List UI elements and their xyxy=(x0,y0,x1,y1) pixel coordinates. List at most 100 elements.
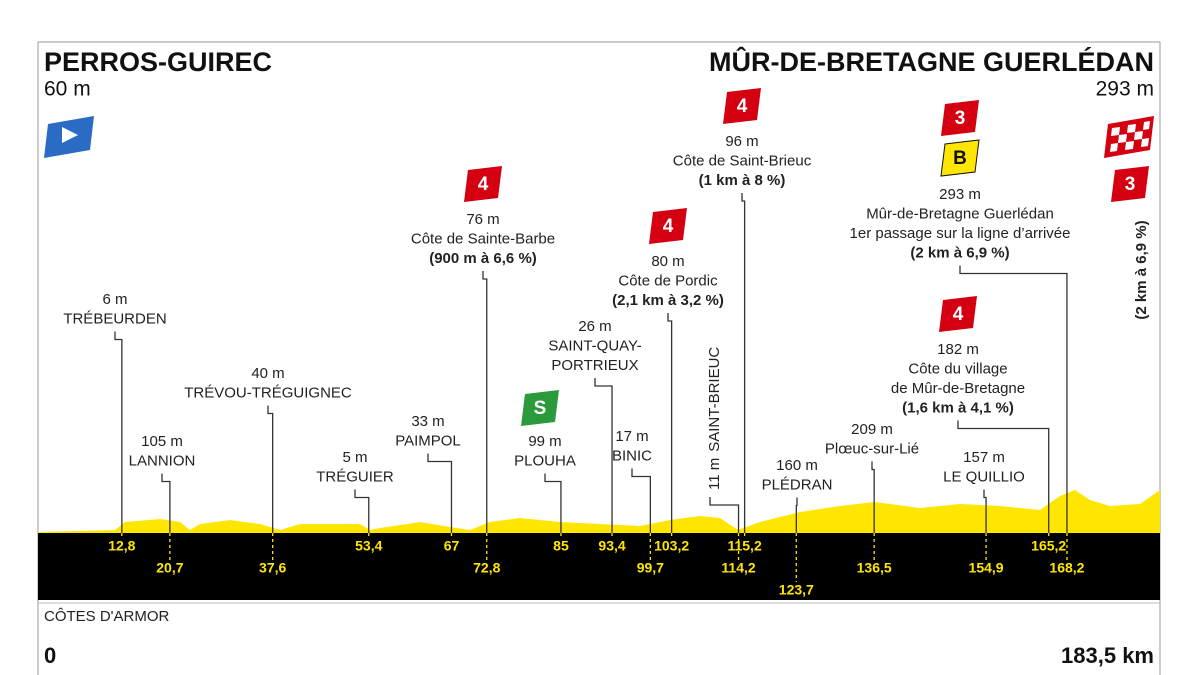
km-label: 165,2 xyxy=(1031,538,1066,554)
start-name: PERROS-GUIREC xyxy=(44,47,272,77)
place-label: 293 m xyxy=(939,186,981,203)
place-label: 40 m xyxy=(251,365,284,382)
leader-line xyxy=(795,497,798,533)
place-label: PAIMPOL xyxy=(395,432,461,449)
start-distance: 0 xyxy=(44,643,56,668)
place-label: PORTRIEUX xyxy=(551,357,638,374)
sprint-badge-shape xyxy=(521,390,559,426)
climb-category-shape xyxy=(464,166,502,202)
leader-line xyxy=(959,265,1068,533)
leader-line xyxy=(354,489,370,533)
bonus-badge-shape xyxy=(940,139,980,177)
climb-category-shape xyxy=(723,88,761,124)
finish-name: MÛR-DE-BRETAGNE GUERLÉDAN xyxy=(709,46,1154,77)
place-label: 160 m xyxy=(776,457,818,474)
start-arrow xyxy=(62,127,78,143)
place-label-vertical: 11 m SAINT-BRIEUC xyxy=(706,347,723,490)
leader-line xyxy=(114,331,123,533)
place-label: (2 km à 6,9 %) xyxy=(910,244,1009,261)
place-label: Côte de Saint-Brieuc xyxy=(673,152,812,169)
place-label: Côte de Pordic xyxy=(618,272,718,289)
leader-line xyxy=(267,405,274,533)
elevation-profile xyxy=(38,490,1160,534)
leader-line xyxy=(427,453,453,533)
finish-category: 3 xyxy=(1125,174,1136,195)
place-label: (2,1 km à 3,2 %) xyxy=(612,292,724,309)
km-label: 103,2 xyxy=(654,538,689,554)
place-label: de Mûr-de-Bretagne xyxy=(891,380,1025,397)
place-label: 209 m xyxy=(851,421,893,438)
climb-category: 3 xyxy=(955,108,966,129)
place-label: (1,6 km à 4,1 %) xyxy=(902,399,1014,416)
place-label: SAINT-QUAY- xyxy=(548,337,641,354)
place-label: 33 m xyxy=(411,413,444,430)
finish-gradient: (2 km à 6,9 %) xyxy=(1133,220,1150,319)
place-label: 182 m xyxy=(937,341,979,358)
climb-category-shape xyxy=(649,208,687,244)
place-label: LE QUILLIO xyxy=(943,468,1025,485)
leader-line xyxy=(741,193,746,533)
leader-line xyxy=(631,468,651,533)
place-label: Côte du village xyxy=(908,360,1007,377)
km-label: 67 xyxy=(444,538,460,554)
climb-category: 4 xyxy=(478,174,489,195)
place-label: 6 m xyxy=(102,291,127,308)
place-label: BINIC xyxy=(612,447,652,464)
place-label: Plœuc-sur-Lié xyxy=(825,440,919,457)
finish-flag xyxy=(1104,116,1154,158)
leader-line xyxy=(957,420,1050,533)
climb-category-shape xyxy=(941,100,979,136)
place-label: PLOUHA xyxy=(514,452,576,469)
km-label: 12,8 xyxy=(108,538,135,554)
leader-line xyxy=(983,489,987,533)
place-label: LANNION xyxy=(129,452,196,469)
finish-category-shape xyxy=(1111,166,1149,202)
place-label: 5 m xyxy=(342,449,367,466)
place-label: 80 m xyxy=(651,253,684,270)
km-label: 20,7 xyxy=(156,560,183,576)
start-altitude: 60 m xyxy=(44,78,91,101)
place-label: 96 m xyxy=(725,133,758,150)
place-label: 105 m xyxy=(141,433,183,450)
place-label: Mûr-de-Bretagne Guerlédan xyxy=(866,205,1054,222)
place-label: 1er passage sur la ligne d’arrivée xyxy=(850,225,1071,242)
climb-category-shape xyxy=(939,296,977,332)
km-label: 123,7 xyxy=(779,582,814,598)
leader-line xyxy=(482,271,488,533)
place-label: 99 m xyxy=(528,433,561,450)
bonus-badge: B xyxy=(953,148,967,169)
km-label: 99,7 xyxy=(637,560,664,576)
km-label: 72,8 xyxy=(473,560,500,576)
finish-altitude: 293 m xyxy=(1096,78,1154,101)
leader-line xyxy=(161,473,171,533)
km-label: 37,6 xyxy=(259,560,286,576)
km-label: 114,2 xyxy=(721,560,755,576)
total-distance: 183,5 km xyxy=(1061,643,1154,668)
km-label: 154,9 xyxy=(969,560,1004,576)
place-label: TRÉVOU-TRÉGUIGNEC xyxy=(184,384,352,401)
place-label: TRÉGUIER xyxy=(316,468,394,485)
leader-line xyxy=(871,461,875,533)
km-label: 168,2 xyxy=(1049,560,1084,576)
climb-category: 4 xyxy=(663,216,674,237)
km-label: 115,2 xyxy=(727,538,761,554)
place-label: Côte de Sainte-Barbe xyxy=(411,230,555,247)
place-label: 26 m xyxy=(578,318,611,335)
leader-line xyxy=(667,313,673,533)
place-name: SAINT-BRIEUC xyxy=(706,347,723,452)
km-label: 53,4 xyxy=(355,538,382,554)
distance-band xyxy=(38,533,1160,600)
km-label: 93,4 xyxy=(598,538,625,554)
place-label: (1 km à 8 %) xyxy=(699,172,786,189)
km-label: 85 xyxy=(553,538,569,554)
leader-line xyxy=(709,497,740,533)
place-label: 76 m xyxy=(466,211,499,228)
place-label: 157 m xyxy=(963,449,1005,466)
place-label: PLÉDRAN xyxy=(762,476,833,493)
place-label: 17 m xyxy=(615,428,648,445)
km-label: 136,5 xyxy=(857,560,892,576)
place-altitude: 11 m xyxy=(706,458,723,490)
sprint-badge: S xyxy=(534,398,547,419)
leader-line xyxy=(594,378,613,533)
